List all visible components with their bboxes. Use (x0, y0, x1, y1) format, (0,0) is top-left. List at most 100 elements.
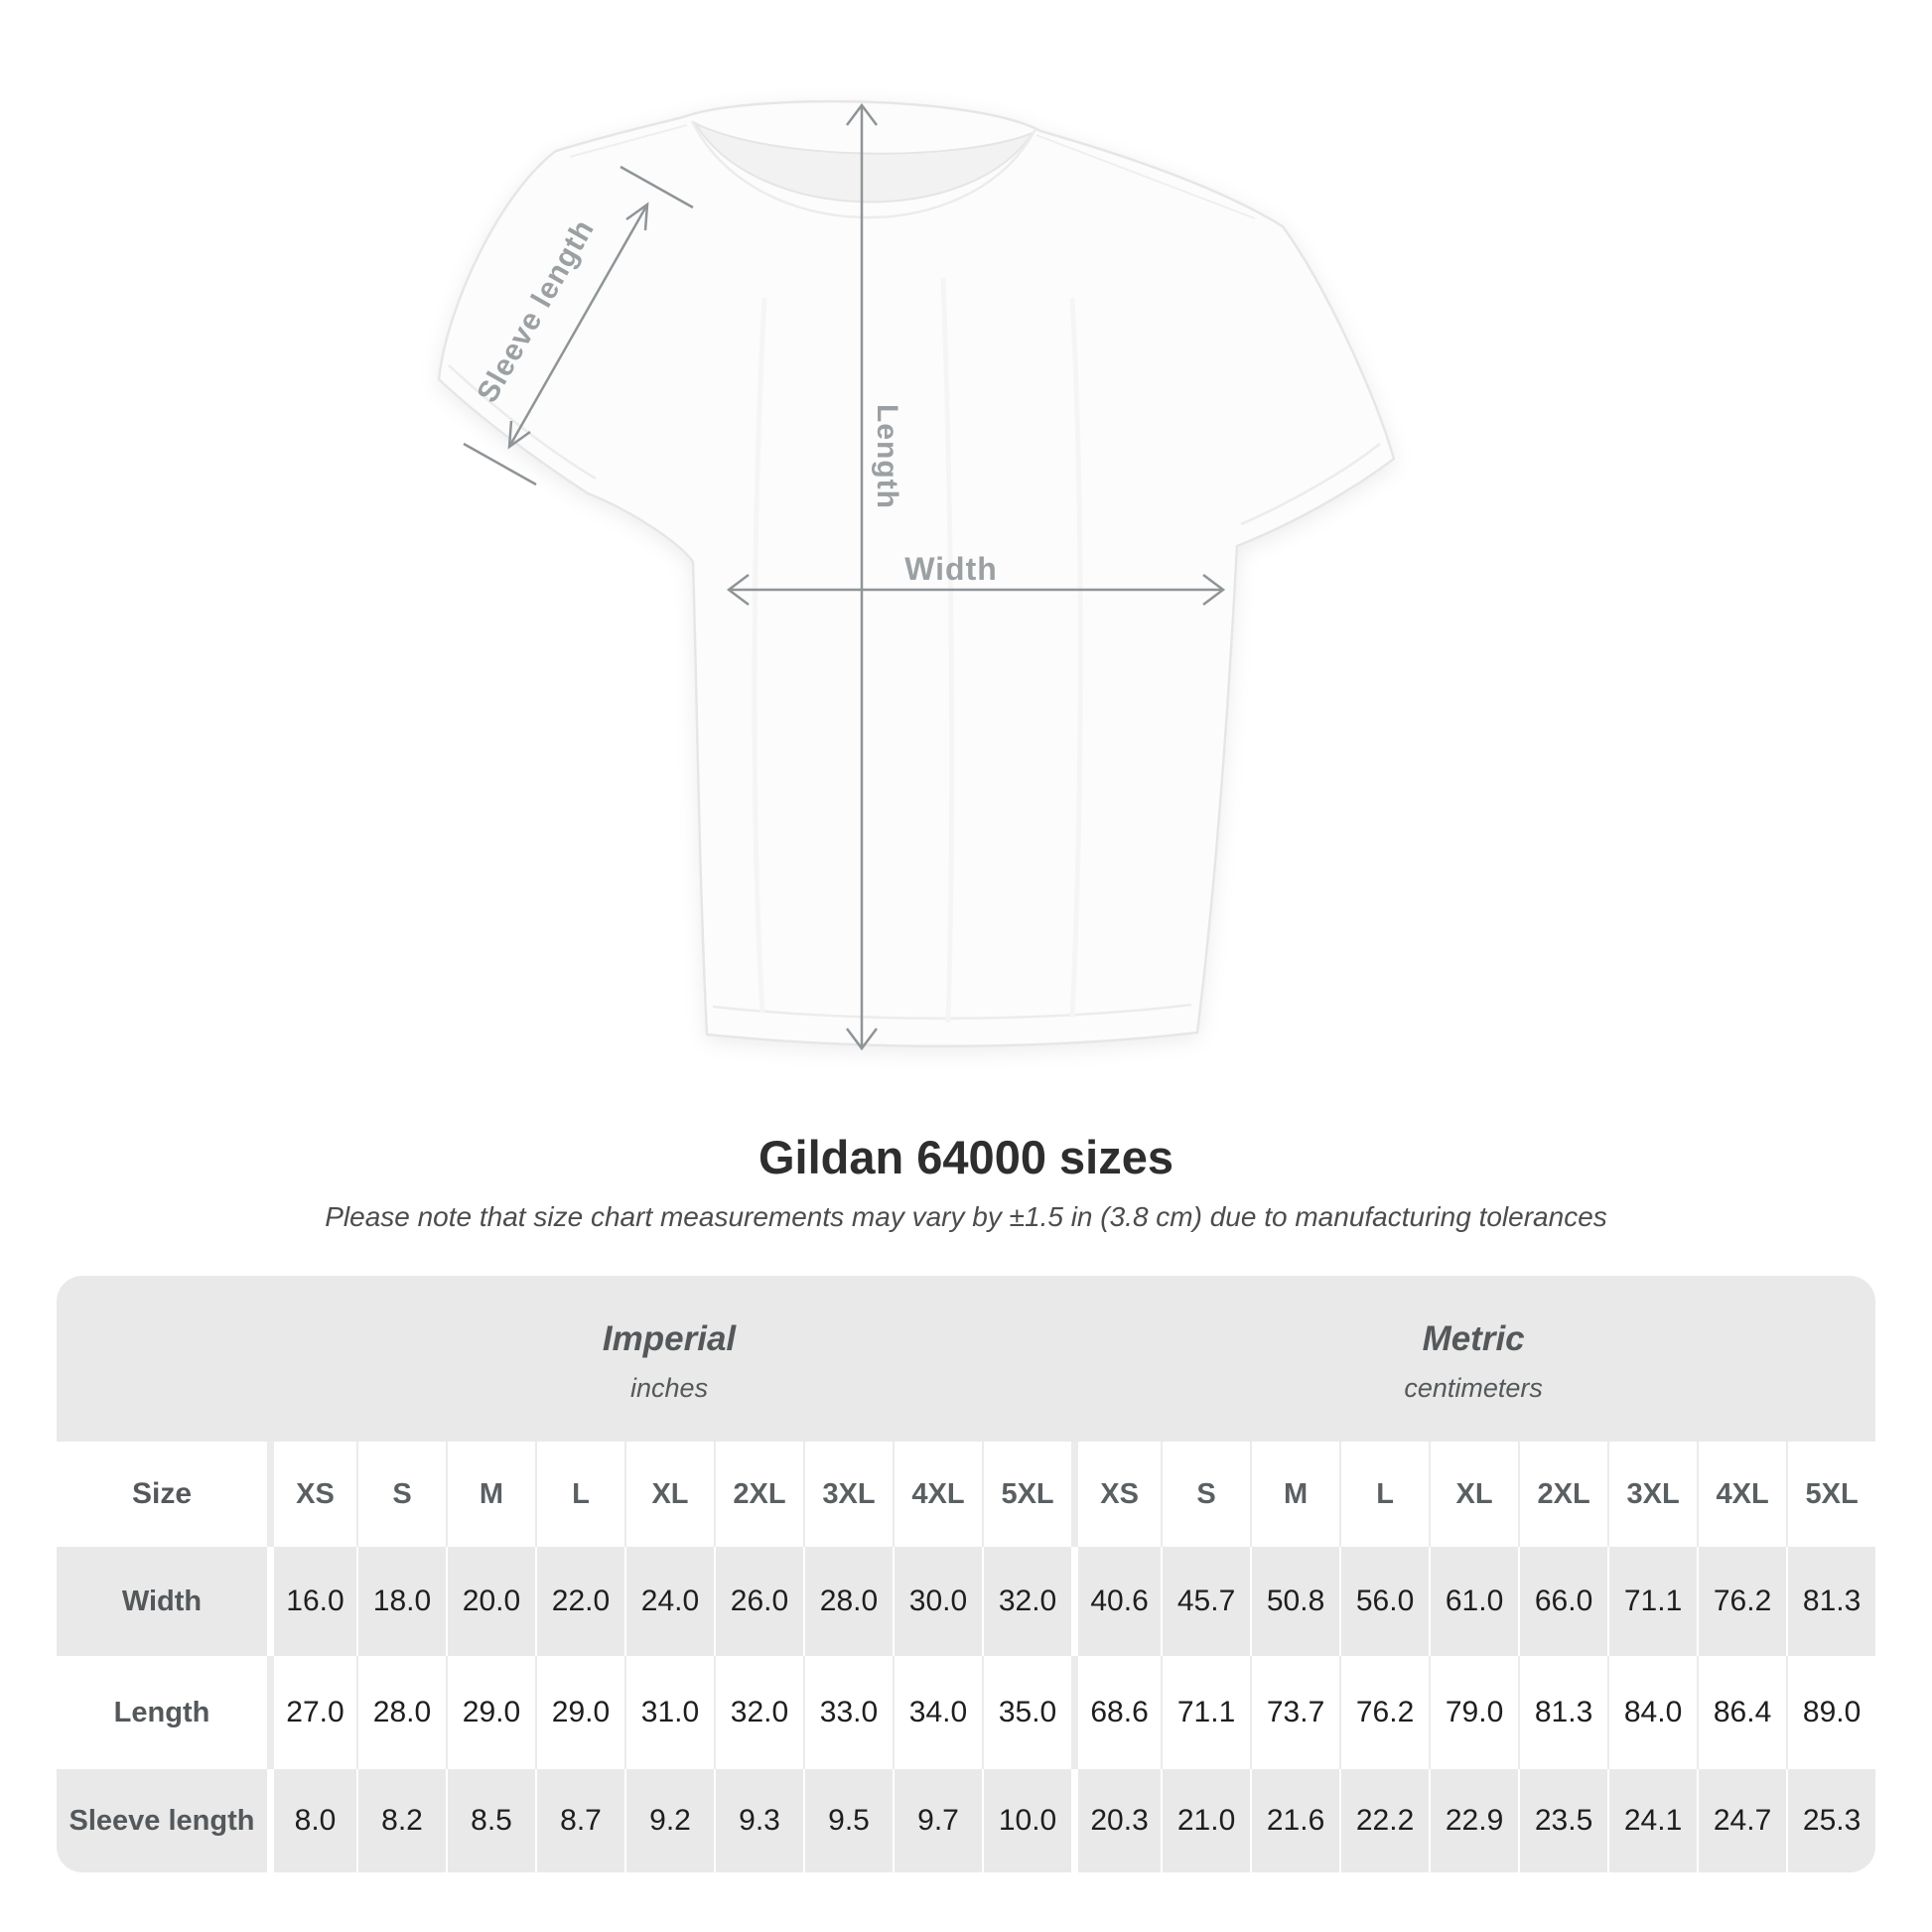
size-table: Imperial inches Metric centimeters Size … (57, 1276, 1876, 1872)
size-value-cell: 21.0 (1161, 1769, 1251, 1872)
unit-header-row: Imperial inches Metric centimeters (57, 1276, 1876, 1442)
collar-stitch (690, 120, 1037, 219)
size-value-cell: 45.7 (1161, 1547, 1251, 1656)
imperial-label: Imperial (602, 1319, 737, 1358)
size-value-cell: 29.0 (446, 1656, 535, 1769)
size-value-cell: 20.0 (446, 1547, 535, 1656)
size-code: 4XL (893, 1442, 982, 1547)
size-code: M (446, 1442, 535, 1547)
size-value-cell: 32.0 (982, 1547, 1072, 1656)
size-value-cell: 20.3 (1071, 1769, 1162, 1872)
size-value-cell: 34.0 (893, 1656, 982, 1769)
unit-corner-cell (57, 1276, 267, 1442)
sleeve-arrowhead-top (625, 202, 649, 231)
size-table-wrap: Imperial inches Metric centimeters Size … (57, 1276, 1876, 1872)
tshirt-measurement-diagram: Sleeve length Length Width (437, 99, 1396, 1051)
size-value-cell: 18.0 (356, 1547, 446, 1656)
size-code: XS (1071, 1442, 1162, 1547)
size-code: 2XL (714, 1442, 803, 1547)
size-value-cell: 16.0 (267, 1547, 356, 1656)
size-value-cell: 29.0 (535, 1656, 624, 1769)
length-arrowhead-bottom (846, 1028, 878, 1051)
size-value-cell: 9.3 (714, 1769, 803, 1872)
metric-unit: centimeters (1404, 1373, 1543, 1403)
sleeve-end-tick-top (620, 165, 694, 209)
size-value-cell: 8.0 (267, 1769, 356, 1872)
imperial-unit: inches (630, 1373, 709, 1403)
size-code: S (1161, 1442, 1251, 1547)
size-value-cell: 33.0 (803, 1656, 893, 1769)
size-value-cell: 9.7 (893, 1769, 982, 1872)
size-value-cell: 61.0 (1429, 1547, 1519, 1656)
size-code: L (1339, 1442, 1430, 1547)
size-code: 3XL (1607, 1442, 1698, 1547)
size-value-cell: 56.0 (1339, 1547, 1430, 1656)
sleeve-length-row: Sleeve length 8.0 8.2 8.5 8.7 9.2 9.3 9.… (57, 1769, 1876, 1872)
size-value-cell: 22.2 (1339, 1769, 1430, 1872)
size-value-cell: 23.5 (1518, 1769, 1608, 1872)
size-value-cell: 28.0 (803, 1547, 893, 1656)
imperial-header-cell: Imperial inches (267, 1276, 1072, 1442)
left-shoulder-seam (569, 124, 688, 158)
size-value-cell: 10.0 (982, 1769, 1072, 1872)
metric-header-cell: Metric centimeters (1071, 1276, 1876, 1442)
size-value-cell: 24.7 (1697, 1769, 1787, 1872)
size-value-cell: 28.0 (356, 1656, 446, 1769)
size-value-cell: 40.6 (1071, 1547, 1162, 1656)
size-column-header: Size (57, 1442, 267, 1547)
size-code: 2XL (1518, 1442, 1608, 1547)
page-title: Gildan 64000 sizes (758, 1131, 1174, 1183)
size-value-cell: 35.0 (982, 1656, 1072, 1769)
sleeve-end-tick-bottom (463, 442, 537, 486)
size-value-cell: 9.5 (803, 1769, 893, 1872)
size-value-cell: 68.6 (1071, 1656, 1162, 1769)
size-value-cell: 8.5 (446, 1769, 535, 1872)
size-code: L (535, 1442, 624, 1547)
width-label: Width (904, 551, 998, 587)
size-code: XL (1429, 1442, 1519, 1547)
size-value-cell: 9.2 (624, 1769, 714, 1872)
length-label: Length (871, 404, 903, 509)
size-value-cell: 21.6 (1250, 1769, 1340, 1872)
size-header-row: Size XS S M L XL 2XL 3XL 4XL 5XL XS S M … (57, 1442, 1876, 1547)
width-row: Width 16.0 18.0 20.0 22.0 24.0 26.0 28.0… (57, 1547, 1876, 1656)
size-value-cell: 24.0 (624, 1547, 714, 1656)
size-value-cell: 76.2 (1697, 1547, 1787, 1656)
width-arrowhead-left (726, 574, 750, 606)
bottom-hem-stitch (712, 1003, 1192, 1020)
size-value-cell: 84.0 (1607, 1656, 1698, 1769)
right-shoulder-seam (1035, 134, 1256, 219)
width-arrowhead-right (1202, 574, 1226, 606)
size-code: S (356, 1442, 446, 1547)
size-value-cell: 73.7 (1250, 1656, 1340, 1769)
size-value-cell: 8.2 (356, 1769, 446, 1872)
size-value-cell: 32.0 (714, 1656, 803, 1769)
size-value-cell: 86.4 (1697, 1656, 1787, 1769)
fabric-crease (1069, 297, 1083, 1019)
size-value-cell: 25.3 (1786, 1769, 1876, 1872)
size-code: XS (267, 1442, 356, 1547)
row-label: Sleeve length (57, 1769, 267, 1872)
size-value-cell: 30.0 (893, 1547, 982, 1656)
size-value-cell: 71.1 (1607, 1547, 1698, 1656)
fabric-crease (752, 297, 767, 1014)
row-label: Width (57, 1547, 267, 1656)
length-row: Length 27.0 28.0 29.0 29.0 31.0 32.0 33.… (57, 1656, 1876, 1769)
size-value-cell: 81.3 (1786, 1547, 1876, 1656)
size-code: 5XL (1786, 1442, 1876, 1547)
size-code: 4XL (1697, 1442, 1787, 1547)
size-value-cell: 31.0 (624, 1656, 714, 1769)
size-value-cell: 8.7 (535, 1769, 624, 1872)
size-value-cell: 71.1 (1161, 1656, 1251, 1769)
metric-label: Metric (1422, 1319, 1525, 1358)
size-code: 3XL (803, 1442, 893, 1547)
size-value-cell: 76.2 (1339, 1656, 1430, 1769)
size-value-cell: 89.0 (1786, 1656, 1876, 1769)
sleeve-arrowhead-bottom (507, 420, 531, 450)
size-value-cell: 79.0 (1429, 1656, 1519, 1769)
size-code: XL (624, 1442, 714, 1547)
fabric-crease (940, 277, 955, 1024)
length-arrowhead-top (846, 102, 878, 126)
tolerance-note: Please note that size chart measurements… (325, 1201, 1607, 1232)
